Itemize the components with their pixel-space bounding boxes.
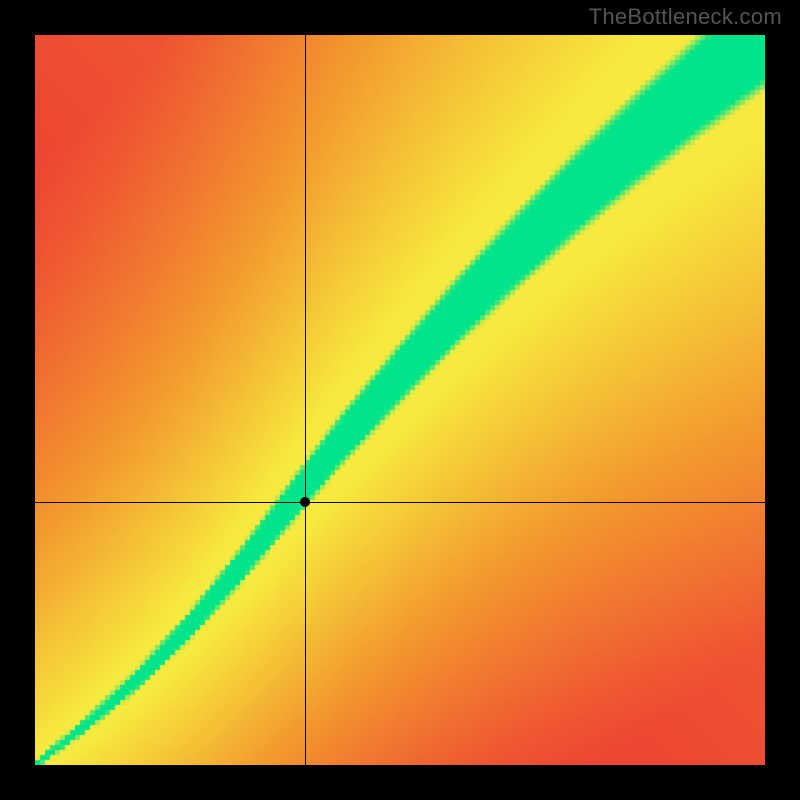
heatmap-canvas <box>35 35 765 765</box>
plot-area <box>35 35 765 765</box>
crosshair-vertical <box>305 35 306 765</box>
watermark-text: TheBottleneck.com <box>589 4 782 30</box>
chart-container: TheBottleneck.com <box>0 0 800 800</box>
crosshair-marker <box>300 497 310 507</box>
crosshair-horizontal <box>35 502 765 503</box>
